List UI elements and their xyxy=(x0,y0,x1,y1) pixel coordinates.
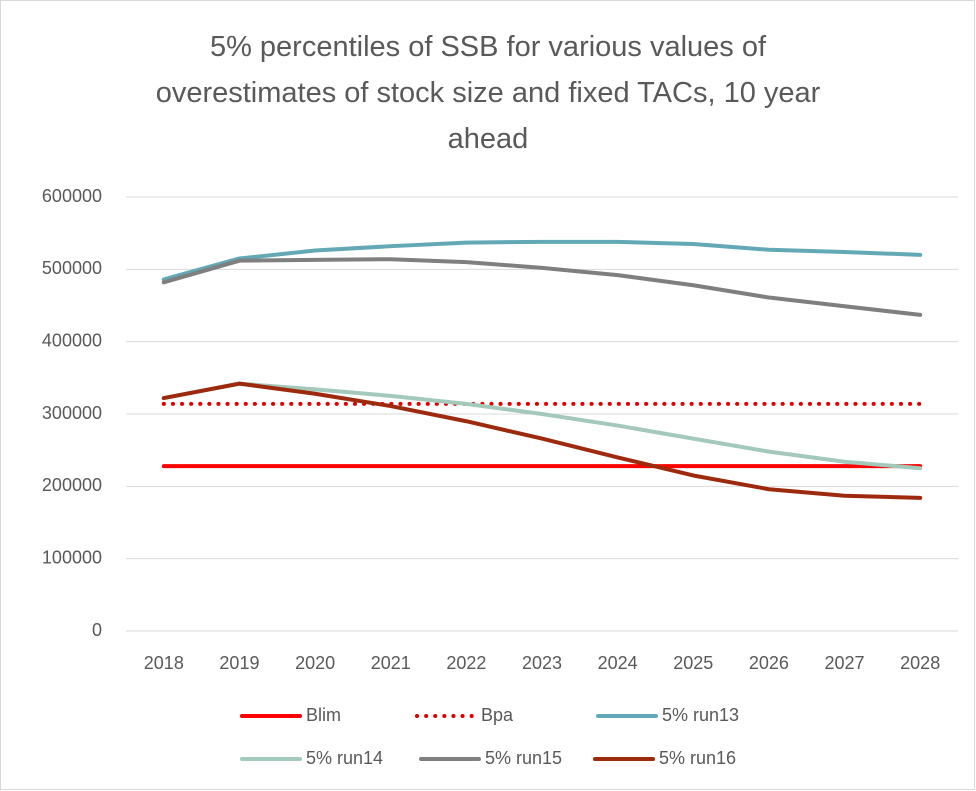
legend-label: 5% run16 xyxy=(659,748,736,768)
legend-label: Blim xyxy=(306,705,341,725)
x-tick-label: 2026 xyxy=(749,653,789,673)
legend-label: 5% run13 xyxy=(662,705,739,725)
x-tick-label: 2024 xyxy=(598,653,638,673)
y-tick-label: 0 xyxy=(92,620,102,640)
series-line xyxy=(161,257,923,317)
y-tick-label: 500000 xyxy=(42,258,102,278)
y-tick-label: 200000 xyxy=(42,475,102,495)
x-tick-label: 2028 xyxy=(900,653,940,673)
x-tick-label: 2025 xyxy=(673,653,713,673)
legend-label: Bpa xyxy=(481,705,514,725)
x-tick-label: 2018 xyxy=(144,653,184,673)
y-tick-label: 400000 xyxy=(42,330,102,350)
legend-label: 5% run14 xyxy=(306,748,383,768)
x-tick-label: 2019 xyxy=(219,653,259,673)
x-tick-label: 2022 xyxy=(446,653,486,673)
x-tick-label: 2023 xyxy=(522,653,562,673)
chart-title: 5% percentiles of SSB for various values… xyxy=(155,31,821,155)
series-line xyxy=(161,239,923,282)
series-line xyxy=(161,381,923,471)
x-tick-label: 2027 xyxy=(825,653,865,673)
x-tick-label: 2021 xyxy=(371,653,411,673)
x-tick-label: 2020 xyxy=(295,653,335,673)
y-tick-label: 300000 xyxy=(42,403,102,423)
series-line xyxy=(161,381,923,500)
y-tick-label: 600000 xyxy=(42,186,102,206)
y-tick-label: 100000 xyxy=(42,547,102,567)
legend-label: 5% run15 xyxy=(485,748,562,768)
